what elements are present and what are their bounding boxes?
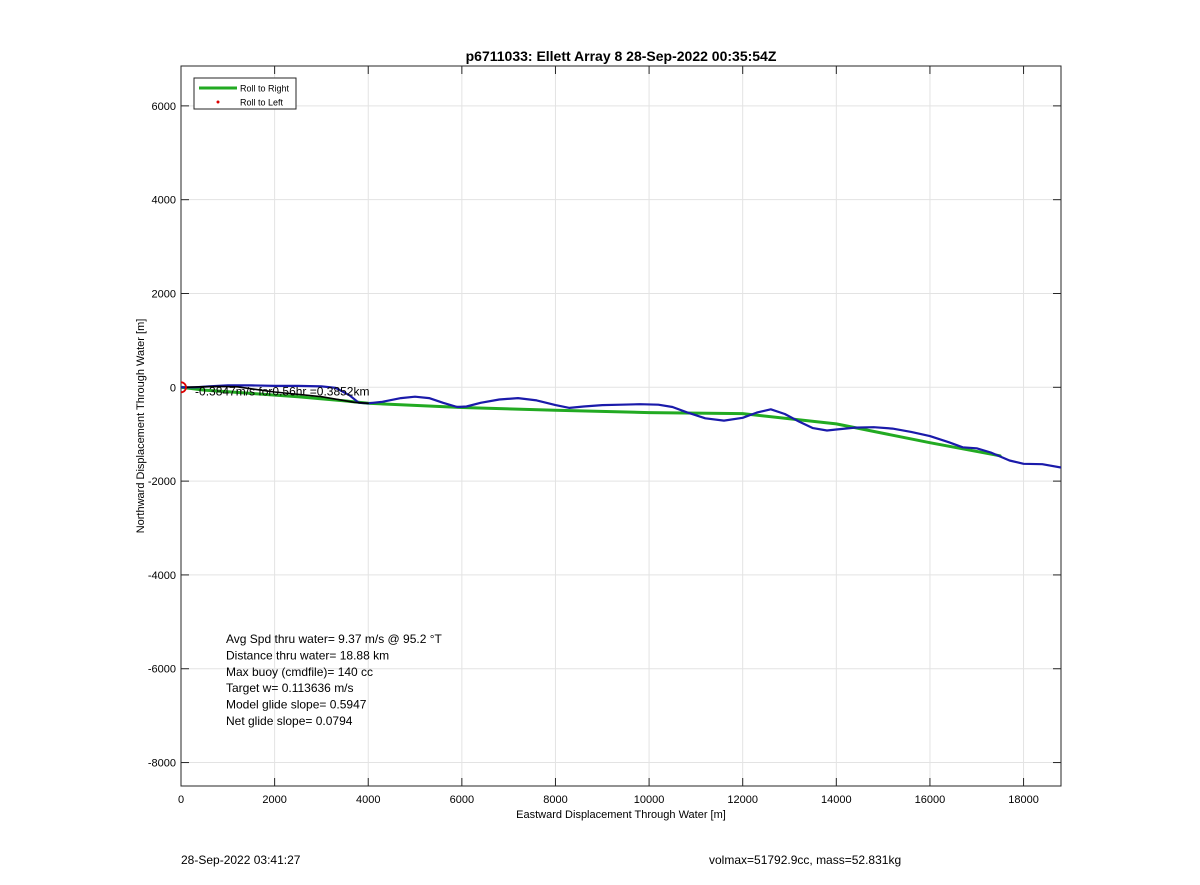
- x-tick-label: 0: [178, 794, 184, 806]
- x-tick-label: 14000: [821, 794, 852, 806]
- track-annotation: -0.3847m/s for0.56hr =0.3852km: [195, 385, 369, 399]
- stats-line: Max buoy (cmdfile)= 140 cc: [226, 665, 373, 679]
- legend-label: Roll to Left: [240, 98, 284, 108]
- x-tick-label: 10000: [634, 794, 665, 806]
- plot-frame: [180, 65, 1062, 787]
- x-tick-label: 16000: [915, 794, 946, 806]
- x-tick-label: 2000: [262, 794, 286, 806]
- legend: Roll to Right Roll to Left: [193, 77, 297, 110]
- footer-timestamp: 28-Sep-2022 03:41:27: [181, 853, 301, 867]
- stats-line: Target w= 0.113636 m/s: [226, 681, 354, 695]
- legend-box: [193, 77, 297, 110]
- x-tick-label: 4000: [356, 794, 380, 806]
- stats-line: Model glide slope= 0.5947: [226, 698, 367, 712]
- legend-label: Roll to Right: [240, 84, 290, 94]
- y-tick-label: -2000: [148, 476, 176, 488]
- start-marker: [181, 381, 187, 394]
- y-axis-label: Northward Displacement Through Water [m]: [135, 319, 147, 534]
- series-line-3: [184, 385, 370, 405]
- y-tick-label: 6000: [152, 101, 176, 113]
- x-tick-label: 18000: [1008, 794, 1039, 806]
- stats-block: Avg Spd thru water= 9.37 m/s @ 95.2 °T Di…: [226, 632, 443, 728]
- grid: [180, 66, 1061, 786]
- chart-title: p6711033: Ellett Array 8 28-Sep-2022 00:…: [466, 48, 777, 64]
- y-tick-label: 0: [170, 382, 176, 394]
- axis-ticks: 0 2000 4000 6000 8000 10000 12000 14000 16000 180…: [148, 66, 1061, 806]
- y-tick-label: -8000: [148, 758, 176, 770]
- series-line-2: [181, 384, 1061, 469]
- x-tick-label: 8000: [543, 794, 567, 806]
- stats-line: Net glide slope= 0.0794: [226, 714, 353, 728]
- series-layer: [181, 381, 1061, 469]
- x-tick-label: 6000: [450, 794, 474, 806]
- y-tick-label: -6000: [148, 664, 176, 676]
- legend-swatch-dot: [216, 100, 220, 104]
- footer-mass-info: volmax=51792.9cc, mass=52.831kg: [709, 853, 902, 867]
- x-axis-label: Eastward Displacement Through Water [m]: [516, 809, 726, 821]
- y-tick-label: 2000: [152, 288, 176, 300]
- y-tick-label: -4000: [148, 570, 176, 582]
- stats-line: Distance thru water= 18.88 km: [226, 648, 389, 662]
- stats-line: Avg Spd thru water= 9.37 m/s @ 95.2 °T: [226, 632, 443, 646]
- x-tick-label: 12000: [727, 794, 758, 806]
- y-tick-label: 4000: [152, 195, 176, 207]
